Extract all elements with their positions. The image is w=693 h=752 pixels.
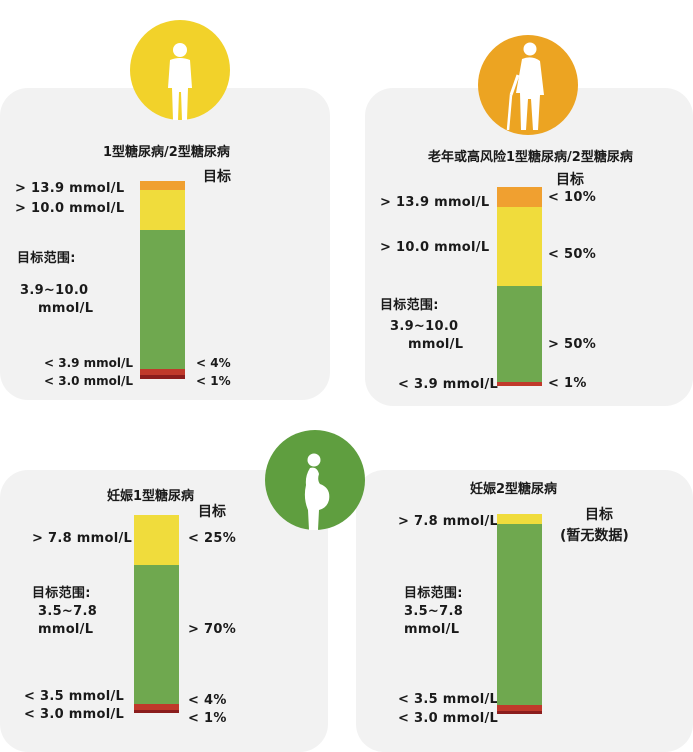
target-low: < 1%	[548, 376, 587, 391]
segment-target	[497, 286, 542, 382]
target-range-value: 3.5~7.8	[38, 604, 98, 619]
target-header: 目标	[198, 504, 226, 520]
target-range-title: 目标范围:	[380, 298, 439, 313]
label-high: > 7.8 mmol/L	[32, 531, 133, 546]
target-range-title: 目标范围:	[404, 586, 463, 601]
target-range-value: 3.9~10.0	[390, 319, 459, 334]
adult-silhouette-icon	[130, 20, 230, 120]
panel-title: 老年或高风险1型糖尿病/2型糖尿病	[428, 150, 633, 165]
label-low: < 3.9 mmol/L	[398, 377, 499, 392]
target-high: < 25%	[188, 531, 237, 546]
label-very-high: > 13.9 mmol/L	[15, 181, 125, 196]
segment-high	[134, 515, 179, 565]
label-very-low: < 3.0 mmol/L	[398, 711, 499, 726]
target-very-low: < 1%	[188, 711, 227, 726]
label-high: > 10.0 mmol/L	[380, 240, 490, 255]
target-range-unit: mmol/L	[404, 622, 460, 637]
panel-title: 妊娠1型糖尿病	[107, 489, 195, 504]
segment-high	[497, 514, 542, 524]
target-in-range: > 50%	[548, 337, 597, 352]
segment-very-low	[140, 375, 185, 379]
target-range-unit: mmol/L	[38, 622, 94, 637]
segment-high	[140, 190, 185, 230]
target-range-title: 目标范围:	[32, 586, 91, 601]
target-range-title: 目标范围:	[17, 251, 76, 266]
target-header: 目标	[585, 507, 613, 523]
panel-title: 1型糖尿病/2型糖尿病	[103, 145, 230, 160]
target-low: < 4%	[188, 693, 227, 708]
label-low: < 3.9 mmol/L	[44, 356, 134, 370]
target-very-low: < 1%	[196, 374, 231, 388]
segment-very-high	[497, 187, 542, 207]
label-high: > 7.8 mmol/L	[398, 514, 499, 529]
segment-low	[497, 705, 542, 711]
segment-very-low	[497, 711, 542, 714]
segment-low	[497, 382, 542, 386]
glucose-range-bar	[140, 181, 185, 379]
segment-target	[497, 524, 542, 705]
target-high: < 50%	[548, 247, 597, 262]
target-in-range: > 70%	[188, 622, 237, 637]
panel-title: 妊娠2型糖尿病	[470, 482, 558, 497]
label-very-low: < 3.0 mmol/L	[24, 707, 125, 722]
glucose-range-bar	[497, 514, 542, 714]
segment-very-high	[140, 181, 185, 190]
label-very-high: > 13.9 mmol/L	[380, 195, 490, 210]
segment-target	[134, 565, 179, 704]
label-low: < 3.5 mmol/L	[24, 689, 125, 704]
pregnant-woman-icon	[265, 430, 365, 530]
target-range-value: 3.9~10.0	[20, 283, 89, 298]
segment-target	[140, 230, 185, 369]
target-low: < 4%	[196, 356, 231, 370]
target-range-unit: mmol/L	[38, 301, 94, 316]
segment-low	[140, 369, 185, 375]
target-range-unit: mmol/L	[408, 337, 464, 352]
target-range-value: 3.5~7.8	[404, 604, 464, 619]
target-header: 目标	[203, 169, 231, 185]
label-low: < 3.5 mmol/L	[398, 692, 499, 707]
target-header: 目标	[556, 172, 584, 188]
segment-very-low	[134, 710, 179, 713]
target-note: (暂无数据)	[560, 528, 629, 544]
target-very-high: < 10%	[548, 190, 597, 205]
label-very-low: < 3.0 mmol/L	[44, 374, 134, 388]
glucose-range-bar	[134, 515, 179, 713]
glucose-range-bar	[497, 187, 542, 386]
elderly-with-cane-icon	[478, 35, 578, 135]
label-high: > 10.0 mmol/L	[15, 201, 125, 216]
segment-low	[134, 704, 179, 710]
segment-high	[497, 207, 542, 286]
